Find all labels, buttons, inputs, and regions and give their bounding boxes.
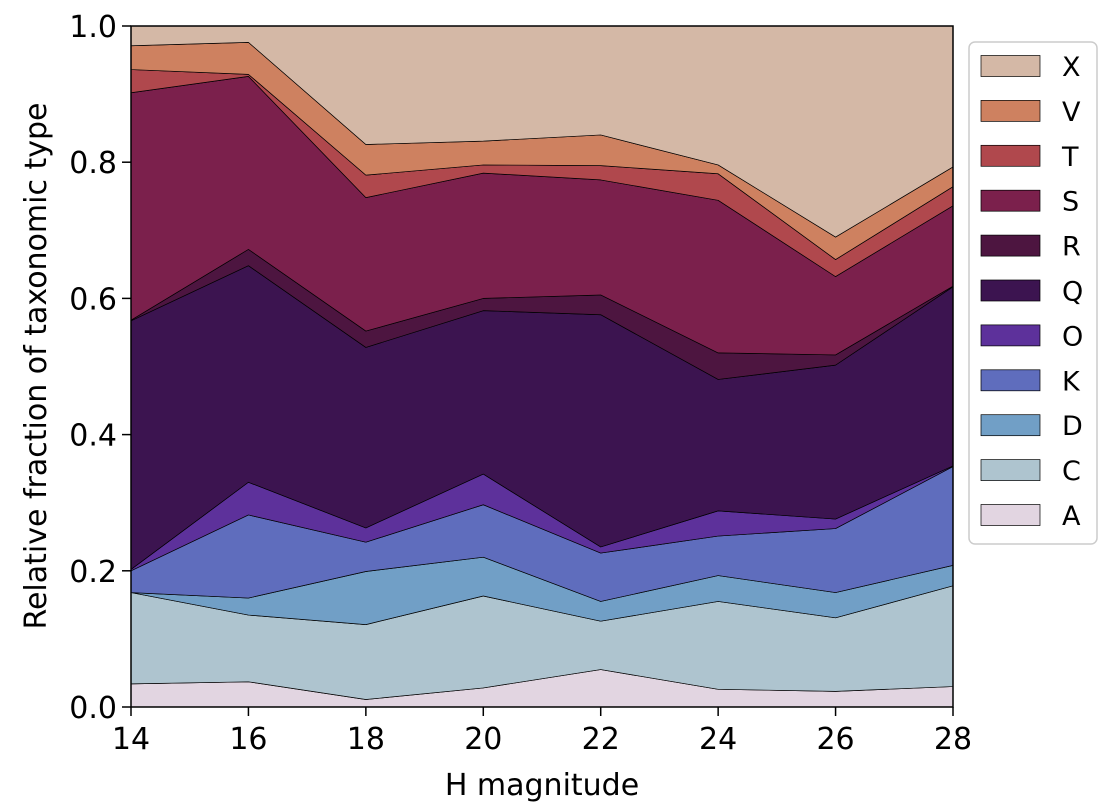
legend-swatch-A [980, 504, 1041, 526]
area-layers [130, 25, 954, 708]
y-axis-title: Relative fraction of taxonomic type [19, 102, 54, 629]
legend-label-S: S [1062, 187, 1079, 218]
legend-label-D: D [1062, 411, 1083, 442]
legend-swatch-D [980, 414, 1041, 437]
legend-swatch-C [980, 459, 1041, 481]
legend-swatch-R [980, 234, 1041, 257]
y-tick-label: 0.2 [69, 555, 117, 590]
x-tick-label: 14 [112, 722, 150, 757]
legend-label-O: O [1062, 321, 1083, 352]
plot-frame [130, 25, 954, 708]
y-axis: 0.0 0.2 0.4 0.6 0.8 1.0 [69, 10, 131, 726]
x-tick-label: 20 [464, 722, 502, 757]
x-axis-title: H magnitude [445, 768, 639, 803]
legend-label-C: C [1062, 456, 1081, 487]
legend-label-V: V [1062, 97, 1081, 128]
x-tick-label: 18 [347, 722, 385, 757]
legend-swatch-X [980, 55, 1041, 77]
y-tick-label: 0.8 [69, 146, 117, 181]
y-tick-label: 0.4 [69, 419, 117, 454]
legend-swatch-V [980, 100, 1041, 122]
legend-swatch-Q [980, 279, 1041, 302]
legend-label-K: K [1062, 366, 1081, 397]
legend-swatch-K [980, 369, 1041, 392]
legend-swatch-O [980, 324, 1041, 347]
x-tick-label: 16 [229, 722, 267, 757]
x-tick-label: 22 [582, 722, 620, 757]
y-tick-label: 0.6 [69, 282, 117, 317]
y-tick-label: 0.0 [69, 691, 117, 726]
legend-label-Q: Q [1062, 277, 1083, 308]
legend-label-X: X [1062, 52, 1081, 83]
x-tick-label: 26 [816, 722, 854, 757]
legend-label-T: T [1061, 142, 1079, 173]
y-tick-label: 1.0 [69, 10, 117, 45]
x-tick-label: 24 [699, 722, 737, 757]
legend-swatch-T [980, 144, 1041, 167]
legend-label-R: R [1062, 232, 1081, 263]
x-axis: 14 16 18 20 22 24 26 28 [112, 707, 972, 757]
legend-label-A: A [1062, 501, 1081, 532]
legend-swatch-S [980, 189, 1041, 212]
x-tick-label: 28 [934, 722, 972, 757]
